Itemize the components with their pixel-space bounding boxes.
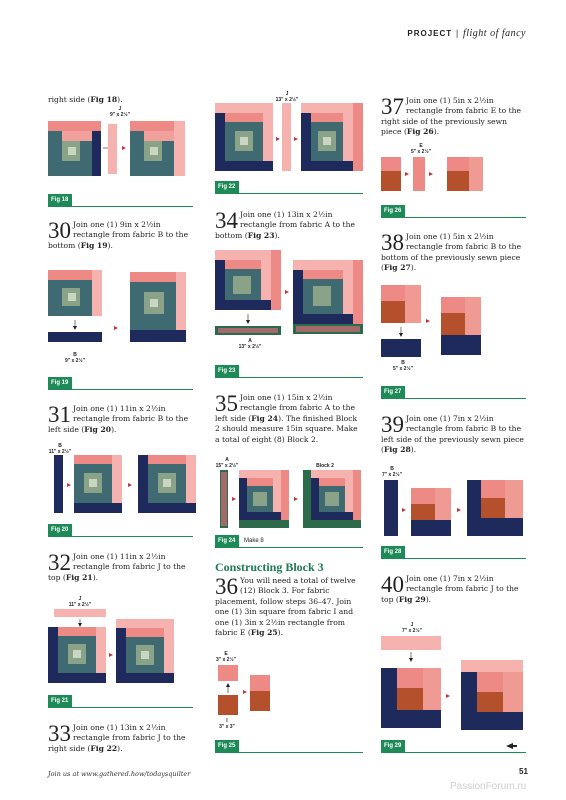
fig18-caption: Fig 18 bbox=[48, 194, 72, 206]
step-33: 33 Join one (1) 13in x 2½in rectangle fro… bbox=[48, 721, 186, 753]
fig29-caption: Fig 29 bbox=[381, 740, 405, 752]
fig26-rule bbox=[381, 217, 526, 218]
fig27-label: B 5" x 2½" bbox=[392, 360, 414, 372]
header-project: PROJECT bbox=[407, 29, 453, 38]
fig21-rule bbox=[48, 707, 193, 708]
footer-text: Join us at www.gathered.how/todaysquilte… bbox=[48, 770, 191, 778]
fig24-label: A 15" x 2½" bbox=[215, 457, 239, 469]
step-34: 34 Join one (1) 13in x 2½in rectangle fro… bbox=[215, 208, 355, 240]
fig20-rule bbox=[48, 536, 193, 537]
fig18-label: J 9" x 2½" bbox=[109, 106, 131, 118]
fig22-diagram bbox=[215, 103, 363, 171]
page-number: 51 bbox=[519, 767, 528, 776]
fig20-caption: Fig 20 bbox=[48, 524, 72, 536]
fig21-diagram bbox=[48, 609, 174, 683]
page-header: PROJECT | flight of fancy bbox=[407, 28, 526, 39]
step-30: 30 Join one (1) 9in x 2½in rectangle from… bbox=[48, 218, 189, 250]
fig21-caption: Fig 21 bbox=[48, 695, 72, 707]
end-mark-icon bbox=[506, 743, 517, 749]
fig19-diagram bbox=[48, 270, 186, 342]
fig21-label: J 11" x 2½" bbox=[68, 596, 92, 608]
step-40: 40 Join one (1) 7in x 2½in rectangle from… bbox=[381, 572, 519, 604]
fig27-rule bbox=[381, 398, 526, 399]
fig23-diagram bbox=[215, 250, 363, 335]
fig28-diagram bbox=[384, 480, 523, 536]
fig29-diagram bbox=[381, 636, 523, 730]
fig22-caption: Fig 22 bbox=[215, 181, 239, 193]
intro-text: right side (Fig 18). bbox=[48, 95, 123, 104]
fig23-rule bbox=[215, 377, 363, 378]
fig24-block-label: Block 2 bbox=[316, 463, 334, 469]
fig20-diagram bbox=[54, 455, 196, 513]
header-separator: | bbox=[455, 29, 460, 38]
fig20-label: B 11" x 2½" bbox=[48, 443, 72, 455]
fig29-rule bbox=[381, 752, 526, 753]
fig19-caption: Fig 19 bbox=[48, 377, 72, 389]
step-31: 31 Join one (1) 11in x 2½in rectangle fro… bbox=[48, 402, 189, 434]
fig19-rule bbox=[48, 389, 193, 390]
fig23-caption: Fig 23 bbox=[215, 365, 239, 377]
watermark: PassionForum.ru bbox=[450, 781, 527, 792]
fig27-caption: Fig 27 bbox=[381, 386, 405, 398]
fig27-diagram bbox=[381, 285, 481, 357]
fig25-label-e: E 3" x 2½" bbox=[215, 651, 237, 663]
fig18-diagram bbox=[48, 121, 185, 176]
fig18-rule bbox=[48, 206, 193, 207]
fig22-label: J 13" x 2½" bbox=[275, 91, 299, 103]
fig24-caption: Fig 24 bbox=[215, 535, 239, 547]
fig29-label: J 7" x 2½" bbox=[401, 622, 423, 634]
step-35: 35 Join one (1) 15in x 2½in rectangle fro… bbox=[215, 391, 358, 444]
fig28-rule bbox=[381, 558, 526, 559]
step-38: 38 Join one (1) 5in x 2½in rectangle from… bbox=[381, 230, 522, 273]
fig28-label: B 7" x 2½" bbox=[381, 466, 403, 478]
fig24-diagram bbox=[220, 470, 361, 528]
fig28-caption: Fig 28 bbox=[381, 546, 405, 558]
step-39: 39 Join one (1) 7in x 2½in rectangle from… bbox=[381, 412, 524, 455]
header-title: flight of fancy bbox=[462, 28, 526, 39]
fig23-label: A 13" x 2½" bbox=[238, 338, 262, 350]
step-36: 36 You will need a total of twelve (12) B… bbox=[215, 574, 356, 638]
fig19-label: B 9" x 2½" bbox=[64, 352, 86, 364]
step-37: 37 Join one (1) 5in x 2½in rectangle from… bbox=[381, 94, 522, 137]
fig26-label: E 5" x 2½" bbox=[410, 143, 432, 155]
fig24-make-count: Make 8 bbox=[244, 538, 264, 544]
section-heading: Constructing Block 3 bbox=[215, 560, 324, 574]
fig25-rule bbox=[215, 752, 363, 753]
fig25-label-i: I 3" x 3" bbox=[219, 718, 235, 730]
fig26-diagram bbox=[381, 157, 483, 191]
fig24-rule bbox=[215, 547, 363, 548]
fig25-caption: Fig 25 bbox=[215, 740, 239, 752]
step-32: 32 Join one (1) 11in x 2½in rectangle fro… bbox=[48, 550, 186, 582]
fig25-diagram bbox=[218, 665, 270, 715]
fig22-rule bbox=[215, 193, 363, 194]
fig26-caption: Fig 26 bbox=[381, 205, 405, 217]
